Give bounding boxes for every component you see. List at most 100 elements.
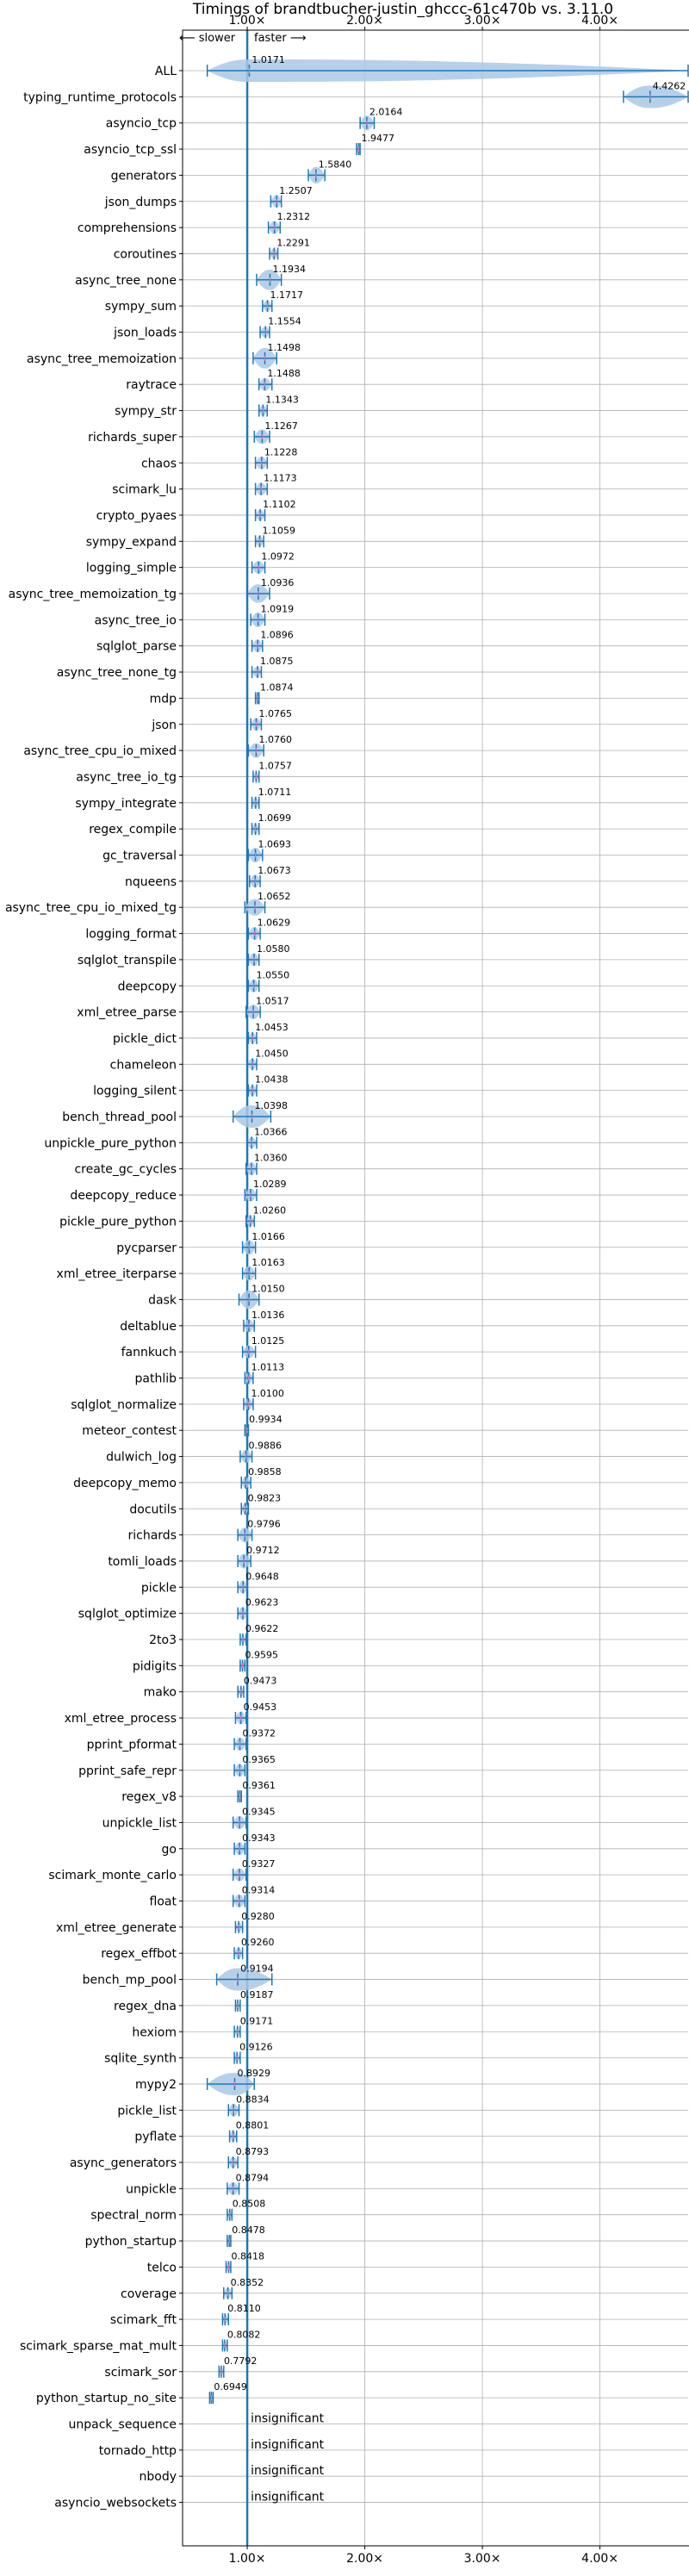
value-annotation: 0.9823 <box>248 1492 282 1503</box>
value-annotation: 1.0673 <box>258 865 291 876</box>
value-annotation: 0.8929 <box>237 2068 270 2079</box>
value-annotation: 1.0450 <box>255 1048 289 1059</box>
value-annotation: 0.9343 <box>242 1832 276 1844</box>
value-annotation: 1.0580 <box>257 943 290 955</box>
category-label: pickle <box>141 1581 177 1595</box>
category-label: bench_mp_pool <box>83 1974 177 1988</box>
category-label: chameleon <box>110 1058 177 1072</box>
value-annotation: 1.0629 <box>258 918 291 929</box>
value-annotation: 0.9796 <box>247 1519 281 1530</box>
value-annotation: 0.9712 <box>246 1545 280 1556</box>
value-annotation: 0.9372 <box>243 1727 276 1739</box>
value-annotation: 0.9595 <box>245 1649 279 1660</box>
category-label: pyflate <box>134 2131 177 2144</box>
insignificant-label: insignificant <box>251 2491 325 2504</box>
value-annotation: 1.0260 <box>253 1204 287 1216</box>
value-annotation: 0.9623 <box>245 1597 279 1608</box>
value-annotation: 0.9473 <box>244 1676 277 1687</box>
category-label: create_gc_cycles <box>74 1163 177 1177</box>
value-annotation: 0.9171 <box>240 2015 274 2026</box>
value-annotation: 2.0164 <box>369 107 403 118</box>
category-label: chaos <box>141 457 177 470</box>
value-annotation: 0.8478 <box>232 2224 265 2236</box>
insignificant-label: insignificant <box>251 2412 325 2426</box>
category-label: tornado_http <box>99 2444 177 2458</box>
chart-title: Timings of brandtbucher-justin_ghccc-61c… <box>192 1 613 18</box>
category-label: deepcopy_memo <box>73 1477 177 1490</box>
value-annotation: 0.9345 <box>242 1806 276 1817</box>
value-annotation: 1.1228 <box>264 446 298 457</box>
category-label: generators <box>111 169 177 183</box>
value-annotation: 0.9361 <box>242 1780 276 1791</box>
category-label: xml_etree_iterparse <box>57 1267 177 1281</box>
value-annotation: 0.8793 <box>236 2146 270 2157</box>
category-label: sympy_str <box>115 405 177 419</box>
value-annotation: 1.1934 <box>272 264 306 275</box>
value-annotation: 0.6949 <box>214 2381 247 2392</box>
category-label: async_tree_io <box>95 613 177 627</box>
value-annotation: 1.0453 <box>255 1022 289 1033</box>
category-label: dulwich_log <box>106 1451 177 1465</box>
category-label: unpickle_list <box>102 1816 177 1830</box>
value-annotation: 1.0398 <box>255 1100 289 1111</box>
category-label: bench_thread_pool <box>62 1111 177 1124</box>
value-annotation: 1.0289 <box>253 1179 287 1190</box>
value-annotation: 1.0757 <box>258 760 292 771</box>
category-label: sqlglot_optimize <box>78 1608 177 1621</box>
category-label: pickle_list <box>117 2104 177 2118</box>
insignificant-label: insignificant <box>251 2438 325 2452</box>
value-annotation: 1.2507 <box>279 185 313 196</box>
category-label: async_tree_memoization <box>27 352 177 366</box>
category-label: deltablue <box>120 1320 177 1334</box>
x-tick-label-top: 3.00× <box>464 14 501 28</box>
value-annotation: 0.9194 <box>240 1963 274 1975</box>
category-label: regex_dna <box>114 2000 177 2013</box>
category-label: comprehensions <box>78 221 177 235</box>
category-label: fannkuch <box>121 1346 177 1360</box>
value-annotation: 0.8801 <box>236 2120 270 2131</box>
value-annotation: 1.2291 <box>276 237 310 248</box>
category-label: meteor_contest <box>82 1424 177 1438</box>
category-label: spectral_norm <box>90 2209 177 2223</box>
value-annotation: 1.0166 <box>251 1231 285 1242</box>
category-label: regex_v8 <box>121 1790 177 1804</box>
value-annotation: 1.0125 <box>251 1335 285 1347</box>
value-annotation: 1.0693 <box>258 839 292 850</box>
value-annotation: 0.8418 <box>231 2250 264 2262</box>
category-label: 2to3 <box>149 1633 177 1647</box>
insignificant-label: insignificant <box>251 2464 325 2478</box>
category-label: scimark_sor <box>104 2366 177 2380</box>
category-label: ALL <box>155 65 177 78</box>
value-annotation: 0.9453 <box>244 1702 277 1713</box>
value-annotation: 0.9886 <box>249 1440 282 1452</box>
category-label: unpack_sequence <box>69 2418 177 2432</box>
value-annotation: 1.0366 <box>254 1126 288 1137</box>
value-annotation: 0.9934 <box>249 1414 282 1425</box>
value-annotation: 0.8352 <box>231 2277 264 2288</box>
category-label: async_tree_io_tg <box>76 770 177 784</box>
value-annotation: 0.9280 <box>241 1911 275 1922</box>
category-label: async_tree_none_tg <box>57 666 177 680</box>
value-annotation: 0.9187 <box>240 1989 274 2000</box>
category-label: deepcopy <box>118 980 177 993</box>
category-label: richards_super <box>88 431 177 445</box>
value-annotation: 4.4262 <box>653 80 686 91</box>
x-tick-label-bottom: 2.00× <box>346 2552 383 2566</box>
value-annotation: 1.0699 <box>258 812 292 824</box>
category-label: asyncio_websockets <box>54 2497 177 2511</box>
category-label: sqlglot_normalize <box>71 1398 177 1412</box>
value-annotation: 0.8794 <box>236 2172 270 2183</box>
category-label: sqlglot_parse <box>96 640 177 654</box>
value-annotation: 1.0150 <box>251 1283 285 1294</box>
value-annotation: 1.1554 <box>268 316 301 327</box>
value-annotation: 1.0100 <box>251 1388 284 1399</box>
category-label: dask <box>148 1293 177 1307</box>
category-label: asyncio_tcp <box>106 117 177 131</box>
value-annotation: 1.2312 <box>277 211 311 222</box>
category-label: asyncio_tcp_ssl <box>84 143 177 157</box>
category-label: nqueens <box>125 875 177 889</box>
value-annotation: 1.0438 <box>255 1074 289 1086</box>
category-label: coverage <box>121 2287 177 2301</box>
category-label: json <box>151 719 177 732</box>
category-label: nbody <box>140 2470 177 2484</box>
